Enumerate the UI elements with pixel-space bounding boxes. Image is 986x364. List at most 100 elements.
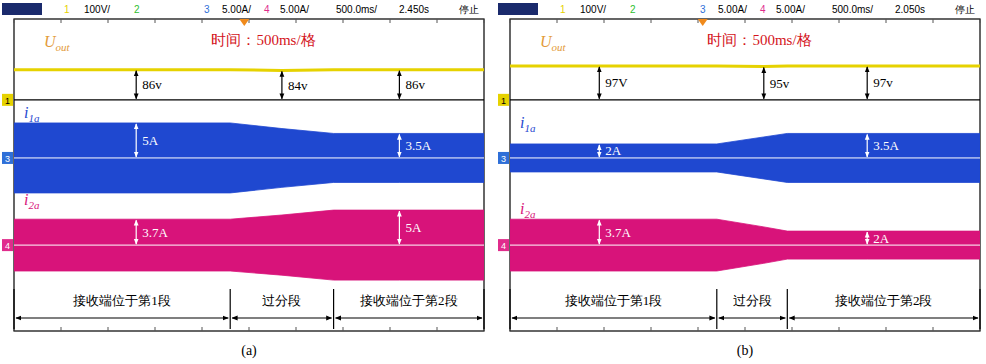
time-tick — [839, 327, 840, 331]
series-name-sub: 1a — [28, 112, 40, 124]
channel-id: 3 — [700, 4, 706, 15]
segment-arrow — [232, 317, 331, 318]
time-tick — [745, 327, 746, 331]
time-tick — [698, 327, 699, 331]
segment-arrow — [789, 317, 978, 318]
value-label: 3.5A — [873, 138, 899, 153]
time-tick — [202, 327, 203, 331]
delay: 2.050s — [895, 4, 925, 15]
time-tick — [886, 19, 887, 23]
value-label: 95v — [770, 76, 790, 91]
figure: 1100V/235.00A/45.00A/500.0ms/2.450s停止i1a… — [0, 0, 986, 364]
channel-tab — [2, 94, 13, 106]
channel-scale: 5.00A/ — [718, 4, 747, 15]
screen-frame — [14, 19, 484, 331]
plot-area — [510, 66, 980, 271]
time-tick — [651, 327, 652, 331]
segment-arrow — [16, 317, 228, 318]
measure-arrow — [599, 67, 600, 99]
segment-arrow — [719, 317, 786, 318]
channel-tab — [2, 152, 13, 164]
channel-scale: 100V/ — [580, 4, 606, 15]
series-name: i2a — [520, 200, 536, 220]
time-tick — [155, 327, 156, 331]
current-band — [510, 219, 980, 271]
channel-tab-id: 4 — [5, 241, 10, 251]
annotation: 时间：500ms/格 — [211, 32, 315, 48]
header-badge — [498, 3, 538, 15]
channel-center-line — [14, 157, 484, 158]
series-name: Uout — [44, 33, 71, 53]
panel: 1100V/235.00A/45.00A/500.0ms/2.450s停止i1a… — [2, 3, 484, 359]
channel-tab — [498, 94, 509, 106]
plot-area — [14, 70, 484, 280]
value-label: 84v — [288, 78, 308, 93]
labels: i1a2A3.5Ai2a3.7A2AUout97V95v97v时间：500ms/… — [520, 32, 899, 246]
time-tick — [604, 19, 605, 23]
segment-label: 过分段 — [262, 293, 301, 308]
channel-center-line — [14, 245, 484, 246]
value-label: 3.5A — [405, 138, 431, 153]
panel-label: (a) — [241, 343, 257, 359]
time-tick — [14, 19, 15, 23]
delay: 2.450s — [399, 4, 429, 15]
measure-arrow — [136, 124, 137, 157]
segment-divider — [716, 289, 717, 329]
time-tick — [933, 327, 934, 331]
measure-arrow — [867, 232, 868, 244]
channel-tab-id: 3 — [5, 154, 10, 164]
channel-id: 1 — [64, 4, 70, 15]
time-tick — [390, 19, 391, 23]
time-tick — [296, 327, 297, 331]
value-label: 97v — [873, 75, 893, 90]
channel-id: 1 — [560, 4, 566, 15]
series-name: i1a — [520, 114, 536, 134]
series-name-sub: out — [56, 41, 71, 53]
time-tick — [886, 327, 887, 331]
segment-label: 过分段 — [733, 293, 772, 308]
segment-divider — [13, 289, 14, 329]
labels: i1a5A3.5Ai2a3.7A5AUout86v84v86v时间：500ms/… — [24, 32, 432, 244]
value-label: 3.7A — [605, 225, 631, 240]
current-band — [510, 133, 980, 182]
segment-divider — [230, 289, 231, 329]
segment-arrow — [336, 317, 482, 318]
channel-tab — [498, 239, 509, 251]
segment-arrow — [512, 317, 715, 318]
time-tick — [933, 19, 934, 23]
measure-arrow — [281, 71, 282, 98]
time-tick — [839, 19, 840, 23]
measure-arrow — [599, 220, 600, 244]
measure-arrow — [599, 145, 600, 157]
time-tick — [61, 19, 62, 23]
channel-center-line — [510, 157, 980, 158]
series-name: i1a — [24, 104, 40, 124]
time-tick — [343, 327, 344, 331]
status: 停止 — [459, 4, 479, 15]
time-tick — [557, 327, 558, 331]
time-tick — [437, 19, 438, 23]
channel-tab-id: 1 — [5, 96, 10, 106]
time-tick — [745, 19, 746, 23]
channel-tab-id: 3 — [501, 154, 506, 164]
measure-arrow — [763, 68, 764, 99]
channel-scale: 5.00A/ — [776, 4, 805, 15]
segment-divider — [979, 289, 980, 329]
measure-arrow — [399, 71, 400, 99]
time-tick — [792, 327, 793, 331]
series-name-sub: out — [552, 41, 567, 53]
header-badge — [2, 3, 42, 15]
time-tick — [108, 327, 109, 331]
segment-label: 接收端位于第1段 — [73, 293, 171, 308]
channel-id: 4 — [760, 4, 766, 15]
segments: 接收端位于第1段过分段接收端位于第2段 — [510, 289, 980, 329]
segment-divider — [333, 289, 334, 329]
measure-arrow — [867, 67, 868, 99]
voltage-trace — [510, 64, 980, 68]
value-label: 2A — [873, 231, 890, 246]
time-tick — [296, 19, 297, 23]
timebase: 500.0ms/ — [336, 4, 377, 15]
channel-scale: 100V/ — [84, 4, 110, 15]
series-name: i2a — [24, 191, 40, 211]
segment-label: 接收端位于第2段 — [835, 293, 933, 308]
